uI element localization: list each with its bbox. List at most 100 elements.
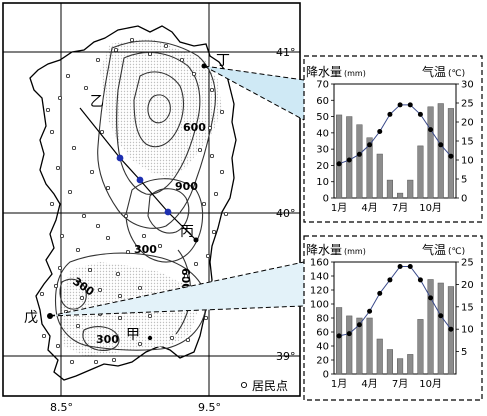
precip-bar bbox=[366, 137, 373, 199]
settlement-dot bbox=[75, 323, 81, 329]
precip-bar bbox=[356, 124, 363, 199]
settlement-dot bbox=[65, 73, 71, 79]
temperature-point bbox=[356, 322, 362, 328]
climate-chart-wu: 降水量 (mm) 气温 (℃) 160 140 120 100 80 60 40 20 0 25 20 15 1… bbox=[306, 242, 474, 390]
precip-bar bbox=[397, 192, 404, 199]
temperature-point bbox=[377, 290, 383, 296]
precip-bar bbox=[397, 358, 404, 375]
left-tick-label: 40 bbox=[316, 128, 329, 139]
settlement-dot bbox=[219, 109, 225, 115]
settlement-dot bbox=[71, 145, 77, 151]
transect-segment-1 bbox=[79, 107, 121, 159]
x-tick-label: 4月 bbox=[361, 378, 377, 390]
label-wu: 戊 bbox=[24, 310, 38, 326]
settlement-dot bbox=[89, 169, 95, 175]
left-tick-label: 10 bbox=[316, 177, 329, 188]
right-tick-label: 25 bbox=[461, 99, 474, 110]
contour-300-north bbox=[97, 40, 216, 229]
left-axis-unit: (mm) bbox=[344, 69, 366, 78]
temperature-point bbox=[438, 313, 444, 319]
contour-label-900: 900 bbox=[175, 180, 198, 193]
right-tick-label: 25 bbox=[461, 258, 474, 269]
chart-wu-frame bbox=[303, 235, 483, 401]
settlement-dot bbox=[125, 249, 131, 255]
connectors bbox=[49, 65, 305, 317]
x-tick-label: 4月 bbox=[361, 202, 377, 214]
x-tick-label: 10月 bbox=[419, 378, 442, 390]
point-labels: 乙 丁 丙 戊 甲 bbox=[24, 53, 230, 343]
settlement-dot bbox=[147, 51, 153, 57]
precip-bar bbox=[346, 315, 353, 375]
connector-wu-top bbox=[49, 261, 305, 317]
contour-600-central bbox=[125, 178, 204, 263]
temperature-point bbox=[407, 263, 413, 269]
settlement-dot bbox=[157, 243, 163, 249]
settlement-dot bbox=[83, 85, 89, 91]
settlement-dot bbox=[41, 333, 47, 339]
precip-bar bbox=[336, 114, 343, 199]
temperature-point bbox=[367, 308, 373, 314]
temperature-point bbox=[417, 111, 423, 117]
settlement-dot bbox=[55, 165, 61, 171]
lat-label-39: 39° bbox=[276, 350, 296, 363]
precip-bar bbox=[447, 108, 454, 199]
settlement-dot bbox=[117, 293, 123, 299]
temperature-point bbox=[387, 277, 393, 283]
transect-point-2 bbox=[136, 176, 144, 184]
settlement-dot bbox=[141, 233, 147, 239]
left-tick-label: 0 bbox=[323, 194, 329, 205]
settlement-dot bbox=[95, 223, 101, 229]
left-axis-unit: (mm) bbox=[344, 247, 366, 256]
label-yi: 乙 bbox=[90, 94, 104, 110]
temperature-point bbox=[397, 263, 403, 269]
transect-segment-2 bbox=[119, 157, 141, 181]
settlement-dot bbox=[81, 213, 87, 219]
settlement-dot bbox=[67, 189, 73, 195]
settlement-dot bbox=[79, 295, 85, 301]
left-tick-label: 160 bbox=[310, 258, 329, 269]
settlement-dot bbox=[209, 87, 215, 93]
contour-300-south bbox=[54, 252, 207, 351]
right-tick-label: 15 bbox=[461, 302, 474, 313]
connector-ding-top bbox=[203, 65, 305, 81]
left-tick-label: 140 bbox=[310, 272, 329, 283]
right-tick-label: 5 bbox=[461, 175, 467, 186]
settlement-dot bbox=[191, 71, 197, 77]
connector-wu-bottom bbox=[49, 305, 305, 317]
temperature-point bbox=[417, 277, 423, 283]
map-panel: 600 900 300 600 300 300 乙 丁 bbox=[2, 2, 301, 414]
settlement-dot bbox=[49, 129, 55, 135]
right-tick-label: 20 bbox=[461, 280, 474, 291]
label-ding: 丁 bbox=[216, 53, 230, 69]
precip-bar bbox=[386, 179, 393, 199]
precip-bar bbox=[407, 354, 414, 375]
temperature-point bbox=[356, 151, 362, 157]
settlement-dot bbox=[197, 147, 203, 153]
precip-bar bbox=[366, 317, 373, 375]
left-tick-label: 20 bbox=[316, 356, 329, 367]
contour-inner-ridge bbox=[147, 94, 171, 124]
lat-label-40: 40° bbox=[276, 207, 296, 220]
temperature-point bbox=[346, 157, 352, 163]
lon-label-9-5: 9.5° bbox=[198, 401, 221, 414]
precip-bar bbox=[336, 307, 343, 375]
settlement-dot bbox=[93, 359, 99, 365]
settlement-dot bbox=[57, 265, 63, 271]
left-tick-label: 50 bbox=[316, 112, 329, 123]
right-tick-label: 15 bbox=[461, 137, 474, 148]
right-tick-label: 10 bbox=[461, 325, 474, 336]
right-axis-unit: (℃) bbox=[448, 69, 465, 79]
settlement-dot bbox=[137, 285, 143, 291]
right-axis-unit: (℃) bbox=[448, 247, 465, 257]
settlement-dot bbox=[39, 291, 45, 297]
left-tick-label: 60 bbox=[316, 96, 329, 107]
temperature-point bbox=[377, 129, 383, 134]
contour-label-300-central: 300 bbox=[134, 243, 157, 256]
left-tick-label: 80 bbox=[316, 314, 329, 325]
contour-600-north bbox=[116, 51, 201, 195]
settlement-dot bbox=[223, 211, 229, 217]
contour-label-300-south: 300 bbox=[96, 333, 119, 346]
right-axis-title: 气温 bbox=[422, 242, 446, 257]
transect-point-1 bbox=[116, 154, 124, 162]
